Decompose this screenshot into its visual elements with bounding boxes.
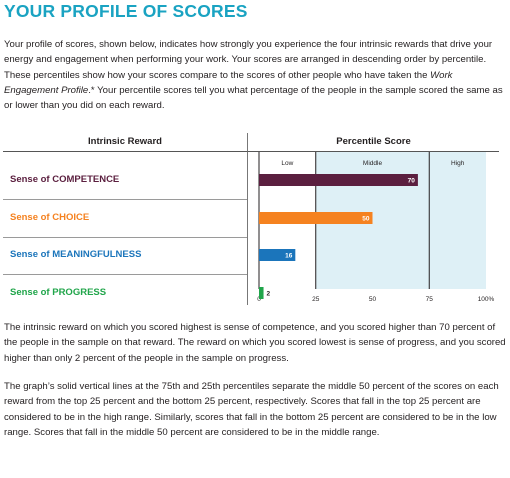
reward-label-sense-of-progress: Sense of PROGRESS <box>10 287 107 298</box>
header-percentile-score: Percentile Score <box>248 133 499 152</box>
bar-sense-of-progress <box>259 287 264 299</box>
intro-text-start: Your profile of scores, shown below, ind… <box>4 39 493 81</box>
explanation-paragraph: The graph’s solid vertical lines at the … <box>4 381 499 438</box>
tick-label-50: 50 <box>369 296 377 303</box>
score-table: Intrinsic Reward Percentile Score Sense … <box>3 133 499 305</box>
range-label-high: High <box>451 160 465 167</box>
tick-label-25: 25 <box>312 296 320 303</box>
range-label-middle: Middle <box>363 160 383 167</box>
reward-column: Sense of COMPETENCE Sense of CHOICE Sense … <box>3 152 248 305</box>
tick-label-100: 100% <box>478 296 495 303</box>
percentile-chart: Low Middle High 0 25 50 75 100% 70 50 16 2 <box>257 152 495 303</box>
bar-value-sense-of-meaningfulness: 16 <box>285 252 293 259</box>
intro-text-italic: Work Engagement Profile <box>4 69 453 96</box>
bar-value-sense-of-competence: 70 <box>408 177 416 184</box>
reward-label-sense-of-competence: Sense of COMPETENCE <box>10 174 120 185</box>
reward-label-sense-of-meaningfulness: Sense of MEANINGFULNESS <box>10 249 142 260</box>
bar-sense-of-choice <box>259 212 373 224</box>
row-separator <box>3 274 247 275</box>
bar-sense-of-meaningfulness <box>259 249 296 261</box>
tick-label-75: 75 <box>426 296 434 303</box>
bar-value-sense-of-choice: 50 <box>362 215 370 222</box>
page-title: YOUR PROFILE OF SCORES <box>4 1 248 21</box>
row-separator <box>3 199 247 200</box>
intro-text-end: .* Your percentile scores tell you what … <box>4 84 503 112</box>
intro-paragraph: Your profile of scores, shown below, ind… <box>4 37 506 113</box>
row-separator <box>3 236 247 238</box>
range-label-low: Low <box>281 160 293 167</box>
reward-label-sense-of-choice: Sense of CHOICE <box>10 212 90 223</box>
summary-paragraph: The intrinsic reward on which you scored… <box>4 322 506 364</box>
bar-sense-of-competence <box>259 174 418 186</box>
bar-value-sense-of-progress: 2 <box>267 290 271 297</box>
tick-label-0: 0 <box>257 296 261 303</box>
header-intrinsic-reward: Intrinsic Reward <box>3 133 248 152</box>
